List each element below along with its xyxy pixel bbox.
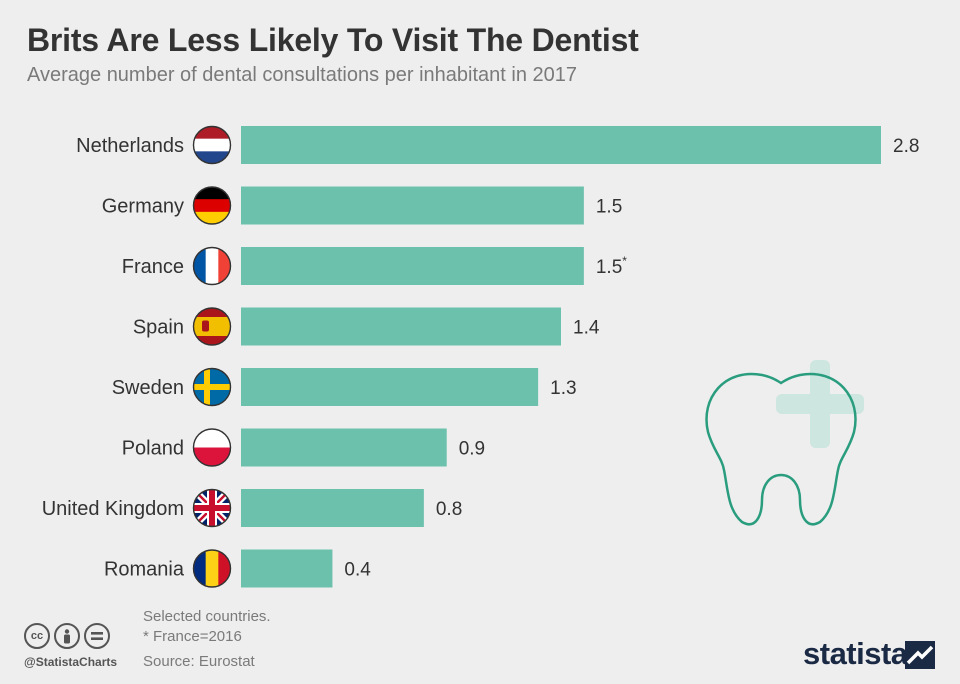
- attribution-icon: [54, 623, 80, 649]
- bar-row-united-kingdom: United Kingdom 0.8: [42, 488, 462, 528]
- bar: [241, 549, 333, 588]
- germany-flag-icon: [192, 186, 232, 225]
- category-label: France: [122, 256, 184, 278]
- romania-flag-icon: [192, 549, 232, 588]
- chart-subtitle: Average number of dental consultations p…: [27, 64, 578, 86]
- note-selected-countries: Selected countries.: [143, 608, 271, 625]
- value-label: 0.9: [459, 439, 485, 460]
- tooth-icon: [705, 360, 864, 526]
- category-label: United Kingdom: [42, 498, 184, 520]
- sweden-flag-icon: [192, 367, 232, 407]
- source-text: Source: Eurostat: [143, 653, 255, 670]
- bar: [241, 489, 424, 527]
- chart-title: Brits Are Less Likely To Visit The Denti…: [27, 22, 639, 58]
- value-label: 1.3: [550, 378, 576, 399]
- category-label: Poland: [122, 438, 184, 460]
- value-label: 2.8: [893, 136, 919, 157]
- united-kingdom-flag-icon: [192, 488, 232, 528]
- value-label: 1.5*: [596, 254, 627, 278]
- value-label: 0.4: [344, 560, 371, 581]
- footnote-marker: *: [622, 254, 627, 268]
- cc-icon: cc: [24, 623, 50, 649]
- license-icons: cc: [24, 623, 110, 649]
- bar-row-poland: Poland 0.9: [122, 428, 485, 467]
- note-france: * France=2016: [143, 628, 242, 645]
- france-flag-icon: [192, 246, 232, 286]
- bar: [241, 428, 447, 467]
- category-label: Romania: [104, 559, 185, 581]
- category-label: Sweden: [112, 377, 184, 399]
- bar: [241, 368, 539, 406]
- statista-logo-mark-icon: [905, 641, 935, 669]
- bar-row-spain: Spain 1.4: [133, 307, 600, 346]
- bar-row-germany: Germany 1.5: [102, 186, 622, 225]
- bar: [241, 307, 561, 346]
- value-label: 1.4: [573, 318, 600, 339]
- poland-flag-icon: [192, 428, 232, 467]
- bar-row-france: France 1.5*: [122, 246, 627, 286]
- category-label: Spain: [133, 317, 184, 339]
- value-label: 0.8: [436, 499, 462, 520]
- netherlands-flag-icon: [192, 125, 232, 165]
- bar-row-sweden: Sweden 1.3: [112, 367, 577, 407]
- category-label: Germany: [102, 196, 184, 218]
- bar-row-romania: Romania 0.4: [104, 549, 371, 588]
- bar: [241, 247, 584, 285]
- category-label: Netherlands: [76, 135, 184, 157]
- twitter-handle[interactable]: @StatistaCharts: [24, 655, 118, 669]
- bar: [241, 126, 881, 164]
- statista-logo[interactable]: statista: [803, 636, 908, 671]
- bar-row-netherlands: Netherlands 2.8: [76, 125, 919, 165]
- no-derivatives-icon: [84, 623, 110, 649]
- spain-flag-icon: [192, 307, 232, 346]
- value-label: 1.5: [596, 197, 622, 218]
- bar: [241, 186, 584, 225]
